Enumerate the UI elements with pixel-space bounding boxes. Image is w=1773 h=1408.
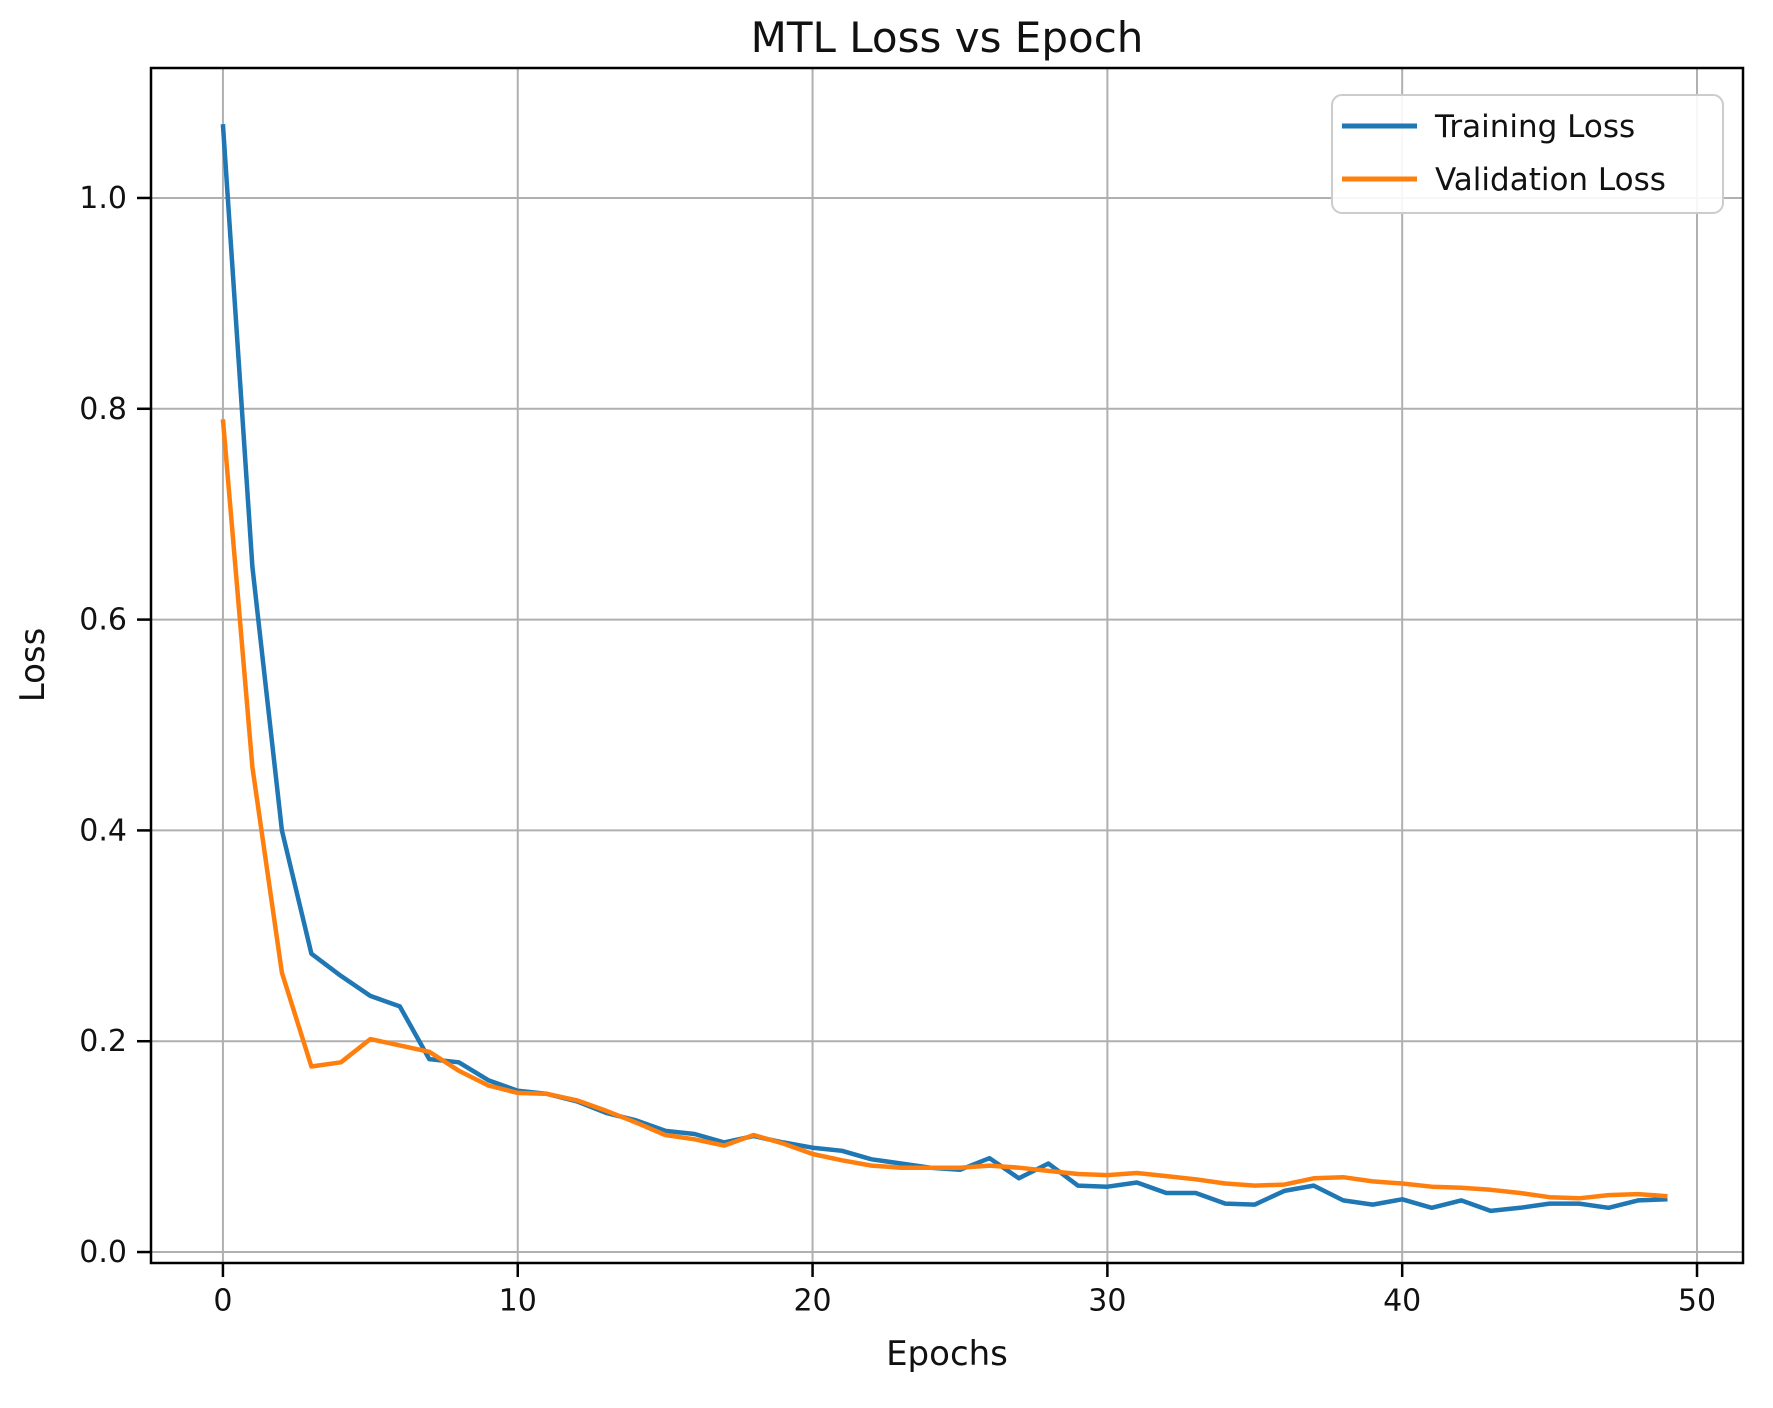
x-tick-label: 0	[213, 1284, 232, 1319]
legend-label-validation-loss: Validation Loss	[1435, 162, 1666, 198]
validation-loss-line	[220, 419, 1668, 1201]
x-tick-label: 40	[1383, 1284, 1421, 1319]
axes-spines	[149, 66, 1745, 1265]
x-tick-label: 10	[499, 1284, 537, 1319]
plot-border	[149, 66, 1745, 1265]
gridlines	[151, 68, 1743, 1263]
y-tick-label: 0.2	[79, 1024, 127, 1059]
y-tick-label: 0.0	[79, 1235, 127, 1270]
y-tick-label: 0.8	[79, 392, 127, 427]
legend: Training Loss Validation Loss	[1331, 94, 1724, 214]
chart-title: MTL Loss vs Epoch	[751, 13, 1144, 62]
series-lines	[220, 124, 1668, 1214]
y-tick-label: 0.4	[79, 813, 127, 848]
legend-box	[1331, 94, 1724, 214]
legend-label-training-loss: Training Loss	[1434, 109, 1635, 145]
tick-marks-and-labels: 0 10 20 30 40 50 0.0 0.2 0.4 0.6 0.8 1.0	[79, 181, 1716, 1319]
x-tick-label: 30	[1088, 1284, 1126, 1319]
x-tick-label: 20	[793, 1284, 831, 1319]
x-axis-label: Epochs	[886, 1334, 1008, 1374]
y-tick-label: 1.0	[79, 181, 127, 216]
x-tick-label: 50	[1678, 1284, 1716, 1319]
y-axis-label: Loss	[13, 628, 53, 703]
y-tick-label: 0.6	[79, 603, 127, 638]
